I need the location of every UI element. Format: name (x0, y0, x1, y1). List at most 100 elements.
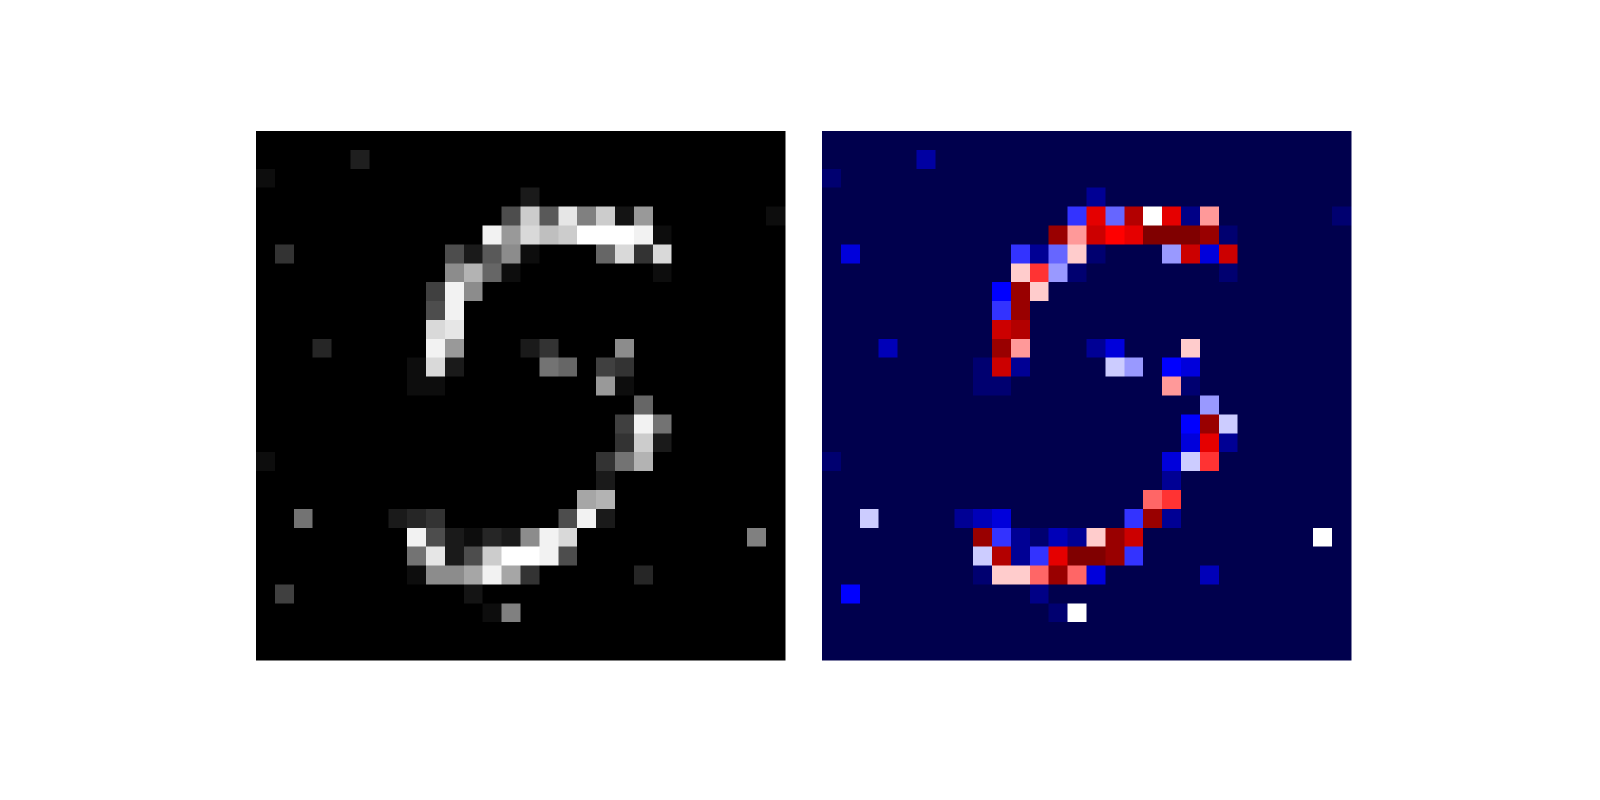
pixel (728, 414, 748, 434)
pixel (728, 433, 748, 453)
pixel (1199, 149, 1220, 170)
pixel (1048, 149, 1069, 170)
pixel (1199, 187, 1220, 208)
pixel (426, 414, 446, 434)
pixel (407, 244, 427, 264)
pixel (293, 131, 314, 151)
pixel (407, 338, 427, 359)
pixel (671, 131, 692, 151)
pixel (1180, 263, 1201, 283)
pixel (973, 565, 993, 585)
pixel (1010, 131, 1031, 151)
pixel (350, 149, 370, 170)
pixel (1029, 452, 1050, 472)
pixel (1218, 622, 1239, 642)
pixel (728, 187, 748, 208)
pixel (501, 603, 521, 623)
pixel (1237, 301, 1258, 321)
pixel (916, 263, 936, 283)
pixel (539, 622, 559, 642)
pixel (614, 149, 635, 170)
pixel (973, 546, 993, 567)
pixel (1294, 225, 1314, 245)
pixel (652, 131, 673, 151)
pixel (293, 603, 314, 623)
pixel (1275, 603, 1295, 623)
pixel (709, 603, 729, 623)
pixel (1237, 603, 1258, 623)
pixel (1237, 131, 1258, 151)
pixel (1162, 452, 1182, 472)
pixel (747, 622, 767, 642)
pixel (444, 168, 465, 189)
pixel (1143, 131, 1163, 151)
pixel (1143, 263, 1163, 283)
pixel (1143, 395, 1163, 415)
pixel (577, 527, 597, 548)
pixel (1029, 433, 1050, 453)
pixel (897, 603, 917, 623)
pixel (859, 471, 880, 491)
pixel (463, 603, 484, 623)
pixel (558, 603, 578, 623)
pixel (633, 603, 654, 623)
pixel (973, 168, 993, 189)
pixel (690, 282, 710, 302)
pixel (312, 263, 333, 283)
pixel (1332, 282, 1352, 302)
pixel (293, 622, 314, 642)
pixel (859, 263, 880, 283)
pixel (633, 584, 654, 604)
pixel (1180, 149, 1201, 170)
pixel (463, 282, 484, 302)
pixel (1029, 131, 1050, 151)
pixel (388, 546, 408, 567)
pixel (350, 471, 370, 491)
pixel (1029, 244, 1050, 264)
pixel (766, 489, 786, 510)
pixel (652, 263, 673, 283)
pixel (766, 414, 786, 434)
pixel (331, 338, 351, 359)
pixel (1105, 282, 1125, 302)
pixel (331, 357, 351, 378)
pixel (1294, 489, 1314, 510)
pixel (1124, 584, 1144, 604)
pixel (1237, 282, 1258, 302)
pixel (558, 414, 578, 434)
pixel (954, 131, 974, 151)
pixel (577, 319, 597, 340)
pixel (766, 433, 786, 453)
pixel (878, 565, 899, 585)
pixel (1105, 131, 1125, 151)
pixel (426, 433, 446, 453)
pixel (614, 641, 635, 661)
pixel (369, 414, 389, 434)
pixel (1067, 131, 1087, 151)
pixel (1313, 301, 1333, 321)
pixel (596, 452, 616, 472)
pixel (482, 508, 503, 529)
pixel (350, 414, 370, 434)
pixel (482, 319, 503, 340)
pixel (859, 301, 880, 321)
pixel (1218, 414, 1239, 434)
pixel (539, 225, 559, 245)
pixel (331, 641, 351, 661)
pixel (652, 282, 673, 302)
pixel (293, 187, 314, 208)
pixel (1199, 225, 1220, 245)
pixel (1010, 206, 1031, 226)
pixel (426, 452, 446, 472)
pixel (520, 206, 540, 226)
pixel (897, 376, 917, 396)
pixel (840, 319, 861, 340)
pixel (558, 527, 578, 548)
pixel (1256, 527, 1276, 548)
pixel (1143, 282, 1163, 302)
pixel (897, 149, 917, 170)
pixel (1010, 622, 1031, 642)
pixel (1199, 338, 1220, 359)
pixel (350, 603, 370, 623)
pixel (709, 319, 729, 340)
